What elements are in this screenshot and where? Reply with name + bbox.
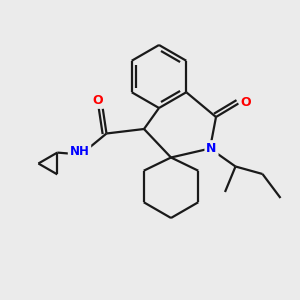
Text: N: N [206,142,217,155]
Text: O: O [241,95,251,109]
Text: O: O [92,94,103,107]
Text: NH: NH [70,145,89,158]
